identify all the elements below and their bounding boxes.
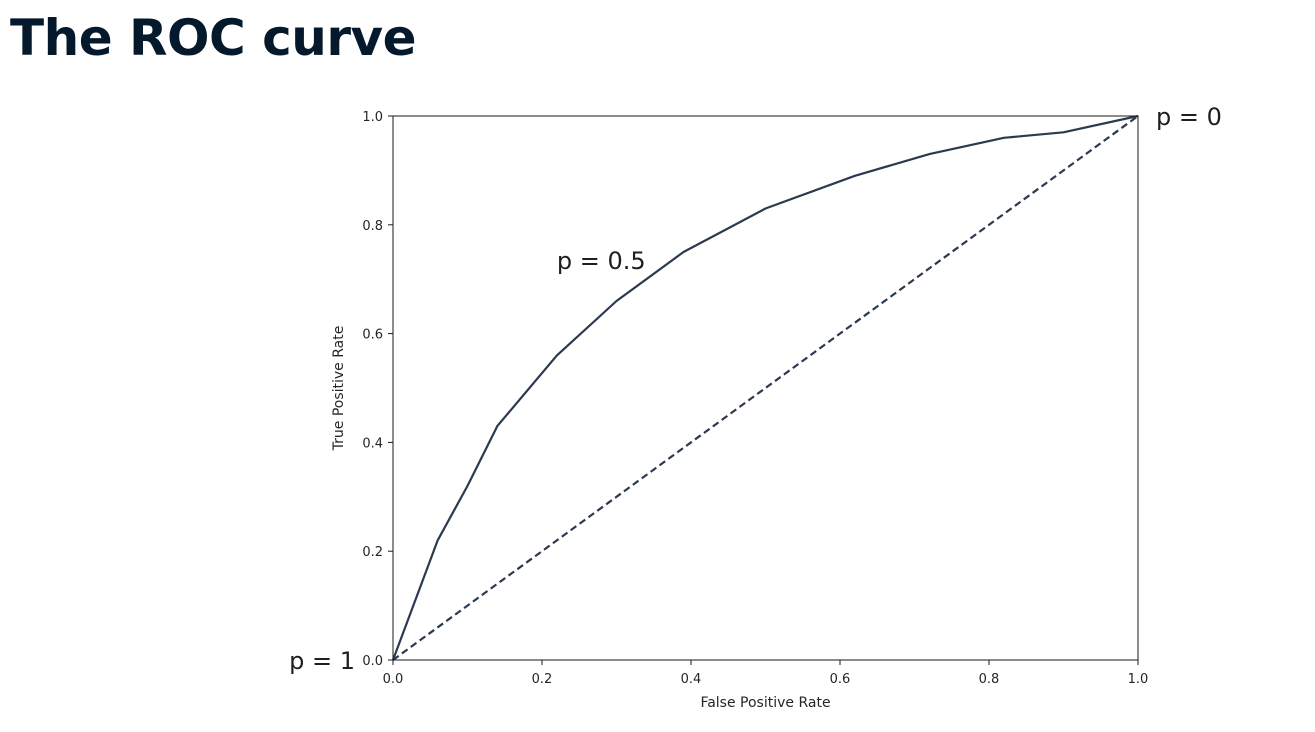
x-tick-label: 0.4 (681, 672, 702, 687)
annotation-label: p = 1 (289, 647, 355, 675)
annotation-label: p = 0 (1156, 103, 1222, 131)
plot-frame (392, 115, 1139, 661)
y-tick-label: 0.6 (362, 328, 383, 343)
x-tick-label: 0.6 (830, 672, 851, 687)
slide-title: The ROC curve (10, 9, 417, 67)
x-tick-label: 0.0 (383, 672, 404, 687)
y-tick-label: 1.0 (362, 110, 383, 125)
x-tick-label: 0.2 (532, 672, 553, 687)
y-tick-label: 0.0 (362, 654, 383, 669)
plot-border (392, 115, 1139, 661)
diagonal-reference-line (392, 115, 1139, 661)
annotations: p = 1 p = 0.5 p = 0 (289, 103, 1222, 675)
y-axis-label: True Positive Rate (331, 326, 347, 452)
x-tick-label: 0.8 (979, 672, 1000, 687)
y-axis-ticks: 0.0 0.2 0.4 0.6 0.8 1.0 (362, 110, 393, 669)
x-axis-ticks: 0.0 0.2 0.4 0.6 0.8 1.0 (383, 660, 1149, 687)
y-tick-label: 0.2 (362, 545, 383, 560)
x-axis-label: False Positive Rate (700, 695, 830, 711)
annotation-label: p = 0.5 (557, 247, 646, 275)
y-tick-label: 0.8 (362, 219, 383, 234)
roc-curve-line (391, 114, 1139, 661)
y-tick-label: 0.4 (362, 436, 383, 451)
x-tick-label: 1.0 (1128, 672, 1149, 687)
series-lines (391, 114, 1139, 661)
